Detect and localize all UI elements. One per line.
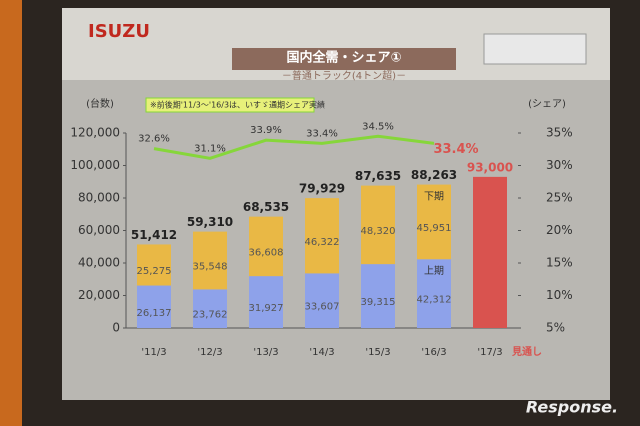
y2-tick-label: 20%: [546, 223, 573, 237]
value-label: 45,951: [417, 223, 452, 234]
bar-segment: [249, 216, 283, 277]
value-label: 33,607: [305, 302, 340, 313]
x-tick-label: '15/3: [365, 347, 390, 358]
truck-image: [483, 33, 587, 65]
share-label: 34.5%: [362, 121, 394, 132]
share-label: 31.1%: [194, 143, 226, 154]
share-label: 33.4%: [306, 128, 338, 139]
bar-segment: [417, 259, 451, 328]
total-label: 51,412: [131, 228, 177, 242]
y2-tick-label: 25%: [546, 191, 573, 205]
share-line: [153, 134, 435, 160]
total-label: 68,535: [243, 200, 289, 214]
logo: ISUZU: [88, 21, 150, 42]
annotation-box: [145, 97, 315, 113]
bar-segment: [305, 273, 339, 328]
y-axis-title: (台数): [86, 97, 114, 110]
bar-segment: [193, 231, 227, 290]
share-label: 32.6%: [138, 134, 170, 145]
x-tick-label: '14/3: [309, 347, 334, 358]
y-tick-label: 120,000: [70, 126, 120, 140]
series-name: 上期: [424, 265, 444, 277]
share-label: 33.9%: [250, 125, 282, 136]
title-band: [232, 48, 456, 70]
total-label: 79,929: [299, 182, 345, 196]
y-tick-label: 100,000: [70, 158, 120, 172]
bar-segment: [249, 276, 283, 328]
value-label: 46,322: [305, 237, 340, 248]
x-tick-label: '13/3: [253, 347, 278, 358]
forecast-bar: [473, 176, 507, 328]
category-note: 見通し: [511, 346, 542, 358]
value-label: 23,762: [193, 310, 228, 321]
y-tick-label: 40,000: [78, 256, 120, 270]
value-label: 35,548: [193, 262, 228, 273]
bar-segment: [361, 264, 395, 328]
total-label: 88,263: [411, 168, 457, 182]
y2-axis-title: (シェア): [528, 99, 566, 110]
bar-segment: [417, 184, 451, 260]
value-label: 26,137: [137, 308, 172, 319]
y-tick-label: 20,000: [78, 288, 120, 302]
series-name: 下期: [424, 191, 444, 203]
x-tick-label: '17/3: [477, 347, 502, 358]
value-label: 48,320: [361, 226, 396, 237]
x-tick-label: '16/3: [421, 347, 446, 358]
value-label: 42,312: [417, 295, 452, 306]
total-label: 59,310: [187, 215, 233, 229]
chart-subtitle: －普通トラック(4トン超)－: [282, 69, 406, 82]
y2-tick-label: 15%: [546, 256, 573, 270]
bar-segment: [305, 198, 339, 274]
y-tick-label: 0: [112, 321, 120, 335]
value-label: 39,315: [361, 297, 396, 308]
y-tick-label: 60,000: [78, 223, 120, 237]
total-label: 87,635: [355, 169, 401, 183]
bar-segment: [137, 285, 171, 328]
side-strip: [0, 0, 22, 426]
bar-segment: [137, 244, 171, 286]
y-tick-label: 80,000: [78, 191, 120, 205]
bar-segment: [193, 289, 227, 328]
chart-title: 国内全需・シェア①: [286, 50, 401, 66]
bar-segment: [361, 185, 395, 265]
x-tick-label: '11/3: [141, 347, 166, 358]
share-label: 33.4%: [433, 142, 478, 157]
value-label: 36,608: [249, 247, 284, 258]
y2-tick-label: 10%: [546, 288, 573, 302]
y2-tick-label: 5%: [546, 321, 565, 335]
total-label: 93,000: [467, 160, 513, 174]
annotation: ※前後期'11/3～'16/3は、いすゞ通期シェア実績: [150, 100, 325, 110]
watermark: Response.: [526, 398, 618, 417]
y2-tick-label: 35%: [546, 126, 573, 140]
value-label: 25,275: [137, 266, 172, 277]
x-tick-label: '12/3: [197, 347, 222, 358]
y2-tick-label: 30%: [546, 158, 573, 172]
value-label: 31,927: [249, 303, 284, 314]
